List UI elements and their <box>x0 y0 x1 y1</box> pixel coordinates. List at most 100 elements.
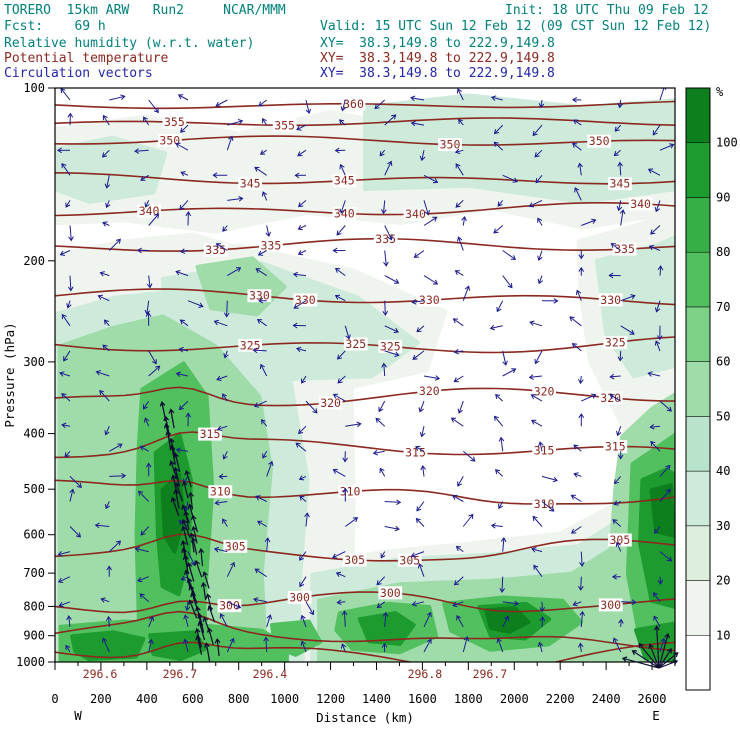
colorbar-tick-label: 20 <box>716 574 730 588</box>
theta-contour-line <box>55 641 675 662</box>
colorbar-segment <box>685 306 711 362</box>
wind-arrow <box>657 265 664 276</box>
wind-arrow <box>332 393 346 402</box>
wind-arrow <box>647 168 661 176</box>
wind-arrow <box>461 215 467 226</box>
model-title: TORERO 15km ARW Run2 NCAR/MMM <box>4 3 286 18</box>
wind-arrow <box>223 350 229 359</box>
wind-arrow <box>202 571 210 589</box>
wind-arrow <box>144 300 151 316</box>
wind-arrow <box>569 316 582 327</box>
y-tick-label: 500 <box>23 482 45 496</box>
wind-arrow <box>252 597 267 603</box>
wind-arrow <box>658 659 679 669</box>
field-row-1-xy: XY= 38.3,149.8 to 222.9,149.8 <box>320 51 555 66</box>
wind-arrow <box>263 636 269 653</box>
wind-arrow <box>538 99 545 109</box>
wind-arrow <box>383 250 389 267</box>
wind-arrow <box>180 124 189 133</box>
wind-arrow <box>109 472 127 479</box>
wind-arrow <box>95 370 110 377</box>
colorbar: 10 20 30 40 50 60 70 80 90 100% <box>685 85 738 691</box>
wind-arrow <box>529 320 543 327</box>
wind-arrow <box>423 200 430 216</box>
wind-arrow <box>498 501 504 510</box>
wind-arrow <box>462 285 471 301</box>
wind-arrow <box>297 225 307 231</box>
wind-arrow <box>102 114 110 126</box>
field-row-2-label: Circulation vectors <box>4 66 153 81</box>
contour-label-halo <box>417 384 442 398</box>
wind-arrow <box>539 616 546 627</box>
wind-arrow <box>60 88 71 101</box>
wind-arrow <box>142 400 150 410</box>
wind-arrow <box>647 371 661 377</box>
wind-arrow <box>658 632 670 669</box>
wind-arrow <box>653 625 660 669</box>
contour-label: 310 <box>210 485 231 499</box>
wind-arrow <box>423 216 438 226</box>
wind-arrow <box>457 476 464 487</box>
wind-arrow <box>658 652 679 669</box>
wind-arrow <box>139 445 149 452</box>
contour-label: 355 <box>164 115 185 129</box>
contour-label-halo <box>603 440 628 454</box>
wind-arrow <box>168 408 175 429</box>
contour-label-halo <box>378 586 403 600</box>
wind-arrow <box>187 300 204 308</box>
wind-arrow <box>654 300 661 313</box>
theta-contour-line <box>55 479 675 505</box>
wind-arrow <box>528 374 543 380</box>
wind-arrow <box>379 149 386 157</box>
wind-arrow <box>502 615 509 628</box>
wind-arrow <box>494 469 504 477</box>
wind-arrow <box>384 499 402 506</box>
wind-arrow <box>537 275 544 285</box>
wind-arrow <box>134 546 149 553</box>
contour-label-halo <box>608 533 632 547</box>
wind-arrow <box>300 614 307 628</box>
wind-arrow <box>457 118 464 126</box>
wind-arrow <box>140 526 150 536</box>
wind-arrow <box>298 475 307 481</box>
x-tick-label: 1400 <box>362 692 391 706</box>
contour-label: 305 <box>399 553 420 567</box>
wind-arrow <box>102 344 110 352</box>
contour-label: 335 <box>614 242 635 256</box>
wind-arrow <box>175 142 189 151</box>
wind-arrow <box>462 635 470 653</box>
wind-arrow <box>454 270 464 277</box>
wind-arrow <box>183 614 189 628</box>
wind-arrow <box>69 488 75 502</box>
contour-label: 320 <box>600 391 621 405</box>
colorbar-segment <box>685 251 711 308</box>
wind-arrow <box>609 373 621 380</box>
wind-arrow <box>148 350 157 365</box>
wind-arrow <box>414 445 425 452</box>
wind-arrow <box>659 637 666 653</box>
wind-arrow <box>341 610 348 627</box>
wind-arrow <box>181 504 191 524</box>
wind-arrow <box>618 618 624 627</box>
contour-label: 335 <box>375 232 396 246</box>
wind-arrow <box>502 350 508 366</box>
wind-arrow <box>184 469 192 488</box>
wind-arrow <box>94 522 110 529</box>
wind-arrow <box>260 419 268 427</box>
wind-arrow <box>103 319 110 327</box>
wind-arrow <box>654 526 661 534</box>
colorbar-tick-label: 90 <box>716 191 730 205</box>
wind-arrow <box>423 174 439 184</box>
wind-arrow <box>105 615 112 627</box>
wind-arrow <box>537 250 543 261</box>
wind-arrow <box>148 638 154 653</box>
wind-arrow <box>257 250 267 256</box>
wind-arrow <box>332 468 346 477</box>
wind-arrow <box>420 464 426 477</box>
wind-arrow <box>59 250 71 256</box>
wind-arrow <box>410 551 425 558</box>
wind-arrow <box>175 371 189 377</box>
wind-arrow <box>502 368 517 377</box>
contour-label-halo <box>318 396 343 410</box>
